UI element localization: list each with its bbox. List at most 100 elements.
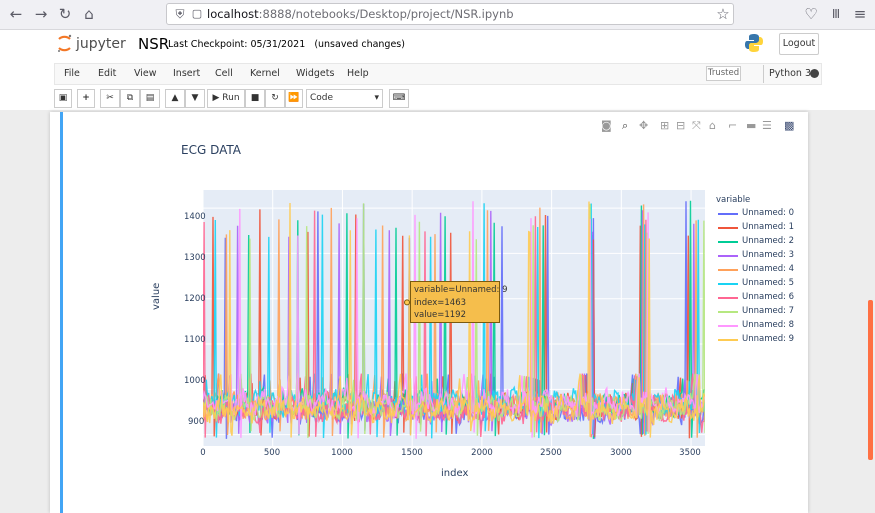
- y-tick-label: 1200: [184, 294, 206, 304]
- reset-axes-icon[interactable]: ⌂: [709, 119, 716, 132]
- legend-label: Unnamed: 2: [742, 236, 795, 246]
- trusted-indicator[interactable]: Trusted: [706, 66, 741, 81]
- shield-icon[interactable]: ⛨: [175, 7, 185, 21]
- reload-icon[interactable]: ↻: [58, 5, 72, 23]
- hover-tooltip: variable=Unnamed: 9 index=1463 value=119…: [410, 281, 508, 323]
- library-icon[interactable]: Ⅲ: [831, 7, 841, 21]
- x-tick-label: 500: [263, 448, 281, 458]
- command-palette-button[interactable]: ⌨: [389, 89, 409, 108]
- menu-edit[interactable]: Edit: [98, 68, 117, 79]
- hover-closest-icon[interactable]: ▬: [746, 119, 757, 132]
- menu-kernel[interactable]: Kernel: [250, 68, 280, 79]
- menu-view[interactable]: View: [134, 68, 157, 79]
- keyboard-icon: ⌨: [392, 93, 406, 103]
- pan-icon[interactable]: ✥: [639, 119, 649, 132]
- cut-button[interactable]: ✂: [100, 89, 120, 108]
- menu-insert[interactable]: Insert: [173, 68, 201, 79]
- restart-run-all-button[interactable]: ⏩: [285, 89, 303, 108]
- scrollbar[interactable]: [868, 300, 873, 460]
- menu-widgets[interactable]: Widgets: [296, 68, 335, 79]
- hamburger-menu-icon[interactable]: ≡: [853, 5, 867, 23]
- checkpoint-status: Last Checkpoint: 05/31/2021 (unsaved cha…: [168, 39, 405, 50]
- arrow-down-icon: ▼: [191, 93, 199, 103]
- legend-title: variable: [716, 195, 751, 205]
- notebook-name[interactable]: NSR: [138, 35, 170, 53]
- legend-swatch: [718, 311, 738, 313]
- bookmark-star-icon[interactable]: ☆: [716, 5, 730, 23]
- x-axis-label: index: [441, 468, 469, 479]
- legend-swatch: [718, 255, 738, 257]
- hover-point: [404, 299, 411, 306]
- interrupt-button[interactable]: ■: [245, 89, 265, 108]
- page-info-icon[interactable]: ▢: [191, 7, 203, 20]
- save-button[interactable]: ▣: [54, 89, 72, 108]
- legend-label: Unnamed: 7: [742, 306, 795, 316]
- x-tick-label: 3000: [610, 448, 632, 458]
- x-tick-label: 1500: [401, 448, 423, 458]
- jupyter-logo[interactable]: jupyter: [56, 33, 136, 59]
- camera-icon[interactable]: ◙: [601, 119, 612, 132]
- pocket-icon[interactable]: ♡: [804, 5, 818, 23]
- python-logo: [744, 33, 764, 57]
- zoom-in-icon[interactable]: ⊞: [660, 119, 670, 132]
- move-down-button[interactable]: ▼: [185, 89, 205, 108]
- insert-cell-button[interactable]: +: [77, 89, 95, 108]
- menu-help[interactable]: Help: [347, 68, 369, 79]
- legend-swatch: [718, 269, 738, 271]
- home-icon[interactable]: ⌂: [84, 5, 94, 23]
- arrow-up-icon: ▲: [171, 93, 179, 103]
- x-tick-label: 1000: [331, 448, 353, 458]
- y-tick-label: 1000: [184, 376, 206, 386]
- legend-label: Unnamed: 8: [742, 320, 795, 330]
- y-tick-label: 1400: [184, 212, 206, 222]
- run-button[interactable]: ▶ Run: [207, 89, 245, 108]
- legend-label: Unnamed: 3: [742, 250, 795, 260]
- move-up-button[interactable]: ▲: [165, 89, 185, 108]
- svg-text:jupyter: jupyter: [75, 36, 126, 52]
- legend-label: Unnamed: 0: [742, 208, 795, 218]
- autoscale-icon[interactable]: ⤧: [692, 119, 701, 132]
- paste-button[interactable]: ▤: [140, 89, 160, 108]
- cell-type-value: Code: [310, 93, 334, 103]
- hover-compare-icon[interactable]: ☰: [762, 119, 772, 132]
- y-axis-label: value: [151, 282, 162, 310]
- kernel-status-icon: [810, 69, 819, 78]
- url-bar[interactable]: ⛨ ▢ localhost:8888/notebooks/Desktop/pro…: [166, 3, 734, 25]
- legend-swatch: [718, 283, 738, 285]
- back-icon[interactable]: ←: [9, 5, 23, 23]
- restart-button[interactable]: ↻: [265, 89, 285, 108]
- legend-label: Unnamed: 1: [742, 222, 795, 232]
- legend-swatch: [718, 297, 738, 299]
- zoom-icon[interactable]: ⌕: [622, 119, 629, 132]
- legend-swatch: [718, 227, 738, 229]
- url-text: localhost:8888/notebooks/Desktop/project…: [207, 7, 514, 21]
- selected-cell-indicator: [60, 112, 63, 513]
- kernel-name[interactable]: Python 3: [769, 68, 811, 79]
- run-label: Run: [222, 93, 240, 103]
- stop-icon: ■: [250, 93, 260, 103]
- spike-lines-icon[interactable]: ⌐: [728, 119, 738, 132]
- legend-label: Unnamed: 9: [742, 334, 795, 344]
- tooltip-value: value=1192: [414, 310, 466, 320]
- zoom-out-icon[interactable]: ⊟: [676, 119, 686, 132]
- legend-label: Unnamed: 5: [742, 278, 795, 288]
- copy-icon: ⧉: [126, 93, 134, 103]
- menubar: [54, 63, 822, 85]
- x-tick-label: 0: [200, 448, 206, 458]
- copy-button[interactable]: ⧉: [120, 89, 140, 108]
- legend-label: Unnamed: 4: [742, 264, 795, 274]
- menu-file[interactable]: File: [64, 68, 80, 79]
- cell-type-select[interactable]: Code ▾: [306, 89, 383, 108]
- forward-icon[interactable]: →: [34, 5, 48, 23]
- menu-cell[interactable]: Cell: [215, 68, 233, 79]
- plotly-logo-icon[interactable]: ▩: [784, 119, 795, 132]
- browser-toolbar: ← → ↻ ⌂ ⛨ ▢ localhost:8888/notebooks/Des…: [0, 0, 875, 30]
- legend-swatch: [718, 325, 738, 327]
- plus-icon: +: [82, 93, 90, 103]
- save-icon: ▣: [58, 93, 68, 103]
- logout-button[interactable]: Logout: [779, 33, 819, 55]
- x-tick-label: 2500: [540, 448, 562, 458]
- legend-swatch: [718, 241, 738, 243]
- play-icon: ▶: [212, 93, 220, 103]
- tooltip-variable: variable=Unnamed: 9: [414, 285, 508, 295]
